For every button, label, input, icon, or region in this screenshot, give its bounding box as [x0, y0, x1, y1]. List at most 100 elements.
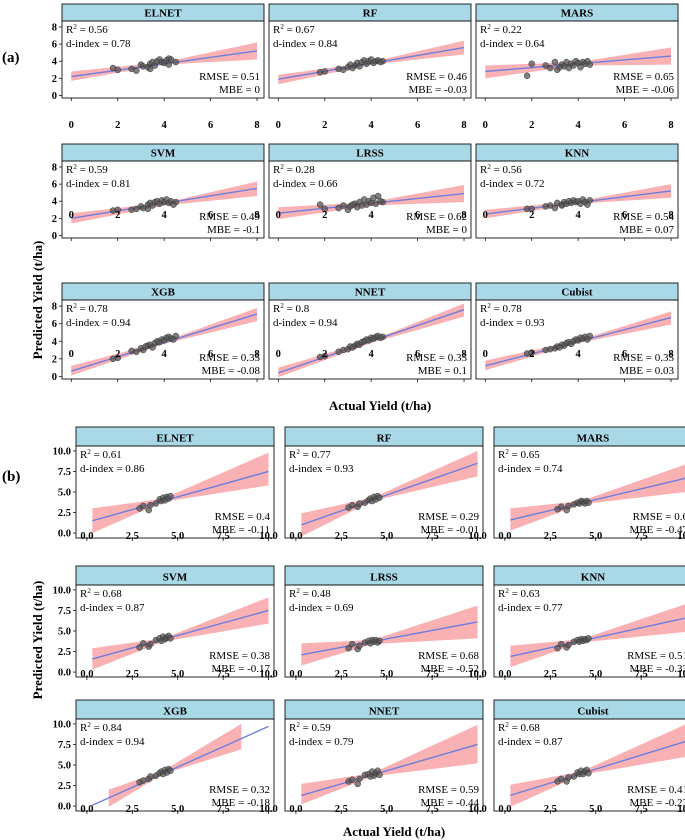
mbe-label: MBE = -0.11	[212, 524, 270, 536]
r2-symbol: R	[273, 164, 281, 176]
x-tick-label: 0.0	[289, 804, 302, 815]
r2-symbol: R	[289, 722, 297, 734]
y-axis-label: Predicted Yield (t/ha)	[30, 241, 45, 360]
facet-elnet: ELNET R2 = 0.61 d-index = 0.86 RMSE = 0.4MB…	[53, 426, 278, 542]
r2-exponent: 2	[87, 587, 91, 595]
data-point	[557, 503, 565, 511]
mbe-label: MBE = -0.1	[207, 224, 260, 236]
mbe-label: MBE = -0.17	[212, 663, 271, 675]
x-tick-label: 6	[415, 120, 420, 131]
x-tick-label: 2	[529, 210, 534, 221]
r2-exponent: 2	[280, 302, 284, 310]
facet-xgb: XGB R2 = 0.84 d-index = 0.94 RMSE = 0.32MBE…	[53, 699, 278, 815]
x-tick-label: 4	[369, 210, 375, 221]
x-tick-label: 2	[115, 120, 120, 131]
facet-title: SVM	[163, 572, 188, 584]
plot-frame	[284, 445, 484, 539]
x-tick-label: 7.5	[217, 531, 230, 542]
r2-value: = 0.59	[300, 722, 331, 734]
data-point	[170, 201, 177, 208]
x-tick-label: 8	[461, 349, 466, 360]
data-point	[376, 771, 383, 779]
data-point	[584, 336, 591, 343]
r2-label: R2 = 0.78	[480, 302, 522, 315]
r2-label: R2 = 0.59	[289, 721, 331, 734]
x-axis-label: Actual Yield (t/ha)	[329, 398, 431, 413]
d-index-label: d-index = 0.87	[498, 736, 563, 748]
x-tick-label: 0	[483, 120, 488, 131]
x-tick-label: 0	[483, 210, 488, 221]
data-point	[376, 637, 383, 645]
panel-label: (a)	[2, 50, 20, 66]
x-tick-label: 2.5	[335, 804, 348, 815]
r2-value: = 0.56	[77, 24, 108, 36]
x-tick-label: 5.0	[589, 669, 602, 680]
data-point	[565, 641, 572, 649]
x-tick-label: 0.0	[80, 804, 93, 815]
x-tick-label: 5.0	[589, 804, 602, 815]
regression-line	[510, 617, 685, 658]
x-tick-label: 0	[69, 349, 74, 360]
x-tick-label: 5.0	[380, 804, 393, 815]
confidence-band	[301, 724, 478, 805]
r2-label: R2 = 0.67	[273, 23, 315, 36]
d-index-label: d-index = 0.64	[480, 38, 545, 50]
r2-exponent: 2	[487, 163, 491, 171]
rmse-label: RMSE = 0.49	[199, 211, 260, 223]
r2-exponent: 2	[280, 163, 284, 171]
data-point	[584, 201, 591, 208]
x-tick-label: 6	[415, 210, 420, 221]
x-tick-label: 0.0	[498, 669, 511, 680]
r2-symbol: R	[66, 303, 74, 315]
x-tick-label: 4	[162, 210, 168, 221]
plot-area	[278, 184, 465, 220]
r2-label: R2 = 0.68	[80, 587, 122, 600]
x-tick-label: 0	[276, 120, 281, 131]
rmse-label: RMSE = 0.65	[613, 71, 674, 83]
x-tick-label: 8	[668, 120, 673, 131]
r2-symbol: R	[289, 449, 297, 461]
facet-rf: RF R2 = 0.77 d-index = 0.93 RMSE = 0.29MBE …	[284, 426, 487, 542]
data-point	[147, 501, 154, 509]
r2-label: R2 = 0.22	[480, 23, 522, 36]
facet-title: MARS	[561, 8, 593, 20]
r2-value: = 0.63	[509, 588, 540, 600]
mbe-label: MBE = 0	[426, 224, 468, 236]
y-tick-label: 0.0	[58, 668, 71, 679]
x-tick-label: 8	[461, 120, 466, 131]
data-point	[144, 205, 152, 213]
rmse-label: RMSE = 0.51	[199, 71, 260, 83]
data-point	[165, 61, 173, 68]
r2-value: = 0.61	[91, 449, 122, 461]
facet-title: NNET	[355, 287, 386, 299]
x-tick-label: 2.5	[544, 531, 557, 542]
y-tick-label: 4	[52, 57, 58, 68]
x-tick-label: 4	[576, 210, 582, 221]
data-point	[147, 773, 154, 780]
y-tick-label: 10.0	[53, 585, 71, 596]
plot-area	[278, 303, 465, 378]
data-point	[585, 499, 592, 506]
x-tick-label: 8	[254, 349, 259, 360]
r2-label: R2 = 0.78	[66, 302, 108, 315]
data-point	[356, 775, 363, 783]
data-point	[349, 201, 356, 208]
x-tick-label: 2.5	[544, 804, 557, 815]
data-point	[547, 64, 554, 72]
plot-frame	[284, 718, 484, 812]
r2-label: R2 = 0.8	[273, 302, 310, 315]
mbe-label: MBE = -0.18	[212, 797, 271, 809]
facet-title: MARS	[577, 433, 609, 445]
plot-area	[278, 40, 465, 85]
data-point	[316, 201, 324, 208]
plot-area	[301, 450, 478, 537]
y-tick-label: 2.5	[58, 781, 71, 792]
mbe-label: MBE = 0.07	[619, 224, 674, 236]
x-tick-label: 10.0	[468, 531, 486, 542]
rmse-label: RMSE = 0.68	[418, 650, 479, 662]
confidence-band	[301, 605, 478, 666]
rmse-label: RMSE = 0.29	[418, 511, 479, 523]
x-tick-label: 2	[115, 349, 120, 360]
mbe-label: MBE = -0.44	[421, 797, 480, 809]
